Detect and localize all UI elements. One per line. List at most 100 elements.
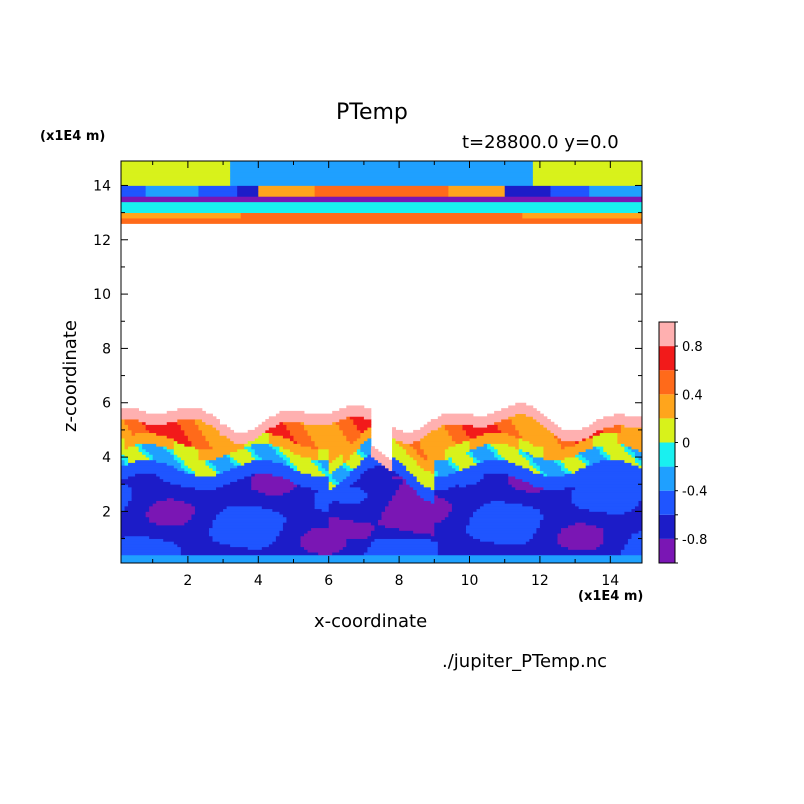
contour-cell — [300, 470, 323, 474]
contour-cell — [532, 177, 643, 181]
contour-cell — [448, 432, 467, 436]
contour-cell — [367, 535, 474, 539]
contour-cell — [212, 467, 217, 472]
contour-cell — [335, 421, 354, 425]
contour-cell — [532, 171, 643, 175]
contour-cell — [564, 465, 587, 469]
contour-cell — [420, 438, 453, 442]
contour-cell — [342, 432, 361, 436]
contour-cell — [624, 543, 643, 548]
contour-cell — [522, 465, 534, 469]
contour-cell — [121, 522, 157, 526]
contour-cell — [328, 508, 386, 512]
contour-cell — [504, 190, 551, 194]
contour-cell — [518, 451, 527, 455]
contour-cell — [128, 503, 154, 507]
contour-cell — [360, 476, 393, 480]
contour-cell — [187, 519, 213, 523]
contour-cell — [219, 470, 224, 474]
contour-cell — [184, 470, 189, 474]
contour-cell — [311, 527, 375, 531]
contour-cell — [420, 454, 428, 458]
contour-cell — [230, 451, 252, 455]
contour-cell — [328, 503, 389, 507]
contour-cell — [321, 508, 330, 512]
contour-cell — [230, 459, 238, 463]
y-tick-label: 10 — [93, 287, 111, 303]
contour-cell — [223, 508, 273, 512]
contour-cell — [444, 454, 470, 458]
contour-cell — [121, 215, 242, 219]
contour-cell — [297, 465, 319, 469]
contour-cell — [392, 454, 411, 458]
contour-cell — [356, 478, 404, 482]
colorbar-swatch — [659, 418, 675, 443]
contour-cell — [205, 459, 210, 463]
contour-cell — [163, 446, 168, 450]
contour-cell — [247, 440, 270, 444]
contour-cell — [258, 424, 277, 428]
contour-cell — [490, 443, 509, 447]
contour-cell — [121, 552, 182, 556]
contour-cell — [469, 446, 477, 450]
contour-cell — [462, 467, 530, 472]
contour-cell — [532, 443, 562, 447]
contour-cell — [314, 193, 449, 197]
contour-cell — [279, 530, 308, 534]
contour-cell — [289, 478, 330, 482]
contour-cell — [230, 481, 252, 485]
contour-cell — [356, 427, 368, 431]
contour-cell — [289, 429, 308, 434]
contour-cell — [198, 193, 238, 197]
contour-cell — [304, 427, 340, 431]
contour-cell — [473, 514, 544, 518]
contour-cell — [209, 465, 217, 469]
contour-cell — [268, 440, 294, 444]
contour-cell — [423, 467, 435, 472]
contour-cell — [121, 543, 178, 548]
contour-cell — [156, 473, 196, 477]
contour-cell — [480, 459, 484, 463]
colorbar-swatch — [659, 370, 675, 395]
contour-cell — [173, 454, 178, 458]
contour-cell — [124, 421, 143, 425]
contour-cell — [121, 193, 147, 197]
contour-cell — [532, 457, 544, 461]
contour-cell — [561, 527, 604, 531]
contour-cell — [448, 473, 484, 477]
contour-cell — [251, 473, 256, 477]
contour-cell — [184, 522, 213, 526]
contour-cell — [578, 505, 636, 510]
contour-cell — [121, 505, 125, 510]
contour-cell — [254, 451, 277, 455]
contour-cell — [121, 196, 643, 200]
contour-cell — [508, 476, 516, 480]
contour-cell — [385, 465, 393, 469]
contour-cell — [539, 470, 544, 474]
contour-cell — [318, 446, 361, 450]
contour-cell — [131, 432, 136, 436]
contour-cell — [314, 190, 449, 194]
contour-cell — [406, 465, 421, 469]
contour-cell — [589, 193, 643, 197]
contour-cell — [145, 424, 182, 428]
contour-cell — [237, 193, 259, 197]
contour-cell — [518, 446, 544, 450]
contour-cell — [268, 438, 291, 442]
contour-cell — [610, 457, 636, 461]
contour-cell — [553, 432, 594, 436]
contour-cell — [230, 163, 534, 167]
contour-cell — [272, 459, 287, 463]
contour-cell — [184, 443, 192, 447]
contour-cell — [455, 470, 534, 474]
chart-title: PTemp — [336, 100, 408, 125]
contour-cell — [121, 546, 182, 550]
contour-cell — [406, 478, 418, 482]
contour-cell — [392, 440, 396, 444]
contour-cell — [536, 527, 562, 531]
contour-cell — [339, 419, 354, 423]
contour-cell — [423, 497, 435, 501]
contour-cell — [300, 454, 319, 458]
y-tick-label: 14 — [93, 178, 111, 194]
contour-cell — [216, 470, 220, 474]
